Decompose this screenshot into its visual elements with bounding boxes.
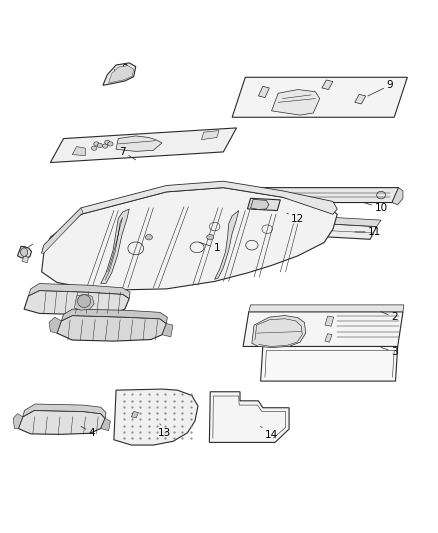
Text: 11: 11 [355, 227, 381, 237]
Polygon shape [177, 209, 381, 227]
Polygon shape [325, 316, 334, 326]
Ellipse shape [92, 146, 97, 150]
Text: 10: 10 [364, 203, 388, 213]
Ellipse shape [207, 235, 214, 240]
Polygon shape [258, 86, 269, 98]
Polygon shape [261, 346, 398, 381]
Ellipse shape [97, 143, 102, 148]
Polygon shape [243, 312, 403, 346]
Polygon shape [325, 334, 332, 342]
Polygon shape [57, 316, 166, 341]
Polygon shape [232, 77, 407, 117]
Polygon shape [215, 211, 239, 279]
Polygon shape [24, 290, 129, 314]
Text: 9: 9 [368, 80, 393, 96]
Polygon shape [209, 392, 289, 442]
Ellipse shape [78, 295, 91, 308]
Text: 14: 14 [261, 426, 278, 440]
Ellipse shape [94, 142, 99, 146]
Ellipse shape [254, 200, 263, 208]
Polygon shape [247, 198, 280, 211]
Text: 7: 7 [119, 147, 136, 160]
Polygon shape [103, 63, 136, 85]
Text: 12: 12 [287, 213, 304, 223]
Text: 2: 2 [381, 312, 398, 322]
Text: 4: 4 [81, 426, 95, 438]
Polygon shape [72, 147, 85, 156]
Polygon shape [251, 199, 269, 209]
Polygon shape [42, 188, 337, 290]
Ellipse shape [108, 142, 113, 146]
Polygon shape [114, 389, 198, 445]
Polygon shape [18, 246, 32, 258]
Polygon shape [28, 284, 130, 298]
Polygon shape [252, 316, 306, 348]
Text: 5: 5 [129, 330, 141, 342]
Polygon shape [249, 305, 404, 312]
Polygon shape [74, 294, 94, 310]
Text: 3: 3 [381, 347, 398, 357]
Polygon shape [42, 181, 337, 253]
Text: 13: 13 [158, 424, 171, 438]
Polygon shape [50, 128, 237, 163]
Polygon shape [22, 256, 28, 263]
Ellipse shape [145, 235, 152, 240]
Polygon shape [162, 324, 173, 337]
Polygon shape [116, 136, 162, 151]
Polygon shape [322, 80, 333, 90]
Text: 6: 6 [19, 244, 33, 255]
Polygon shape [61, 309, 167, 324]
Polygon shape [201, 131, 219, 140]
Polygon shape [272, 90, 320, 115]
Text: 1: 1 [199, 243, 220, 253]
Polygon shape [131, 411, 138, 418]
Polygon shape [101, 209, 129, 284]
Polygon shape [109, 66, 134, 83]
Polygon shape [49, 317, 61, 333]
Polygon shape [101, 418, 110, 431]
Polygon shape [355, 94, 366, 104]
Polygon shape [13, 414, 23, 429]
Ellipse shape [102, 144, 108, 148]
Polygon shape [23, 404, 106, 418]
Polygon shape [392, 188, 403, 205]
Text: 8: 8 [121, 64, 131, 77]
Polygon shape [237, 188, 399, 203]
Polygon shape [18, 410, 105, 434]
Ellipse shape [21, 248, 28, 256]
Ellipse shape [105, 140, 110, 144]
Polygon shape [171, 215, 377, 239]
Polygon shape [42, 208, 83, 253]
